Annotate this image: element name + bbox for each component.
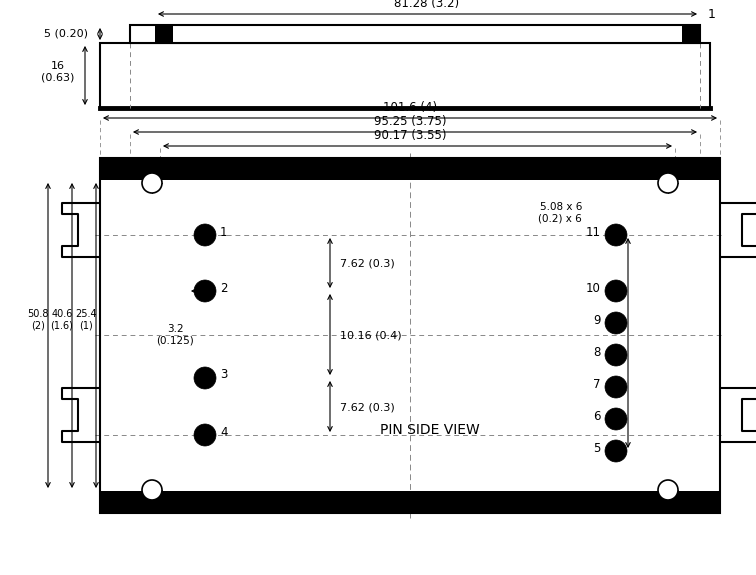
Circle shape [605, 376, 627, 398]
Text: 9: 9 [593, 313, 601, 327]
Text: 3.2
(0.125): 3.2 (0.125) [156, 324, 194, 346]
Bar [100, 158, 720, 513]
Text: 90.17 (3.55): 90.17 (3.55) [373, 129, 446, 142]
Circle shape [194, 367, 216, 389]
Text: screw 2.2 (4x): screw 2.2 (4x) [156, 489, 310, 512]
Text: 1: 1 [220, 225, 228, 239]
Text: 7: 7 [593, 378, 601, 390]
Text: 10: 10 [586, 282, 601, 294]
Bar [100, 43, 710, 108]
Bar [155, 25, 173, 43]
Text: 25.4
(1): 25.4 (1) [75, 309, 97, 331]
Circle shape [605, 408, 627, 430]
Text: 95.25 (3.75): 95.25 (3.75) [373, 115, 446, 128]
Circle shape [658, 173, 678, 193]
Text: 3: 3 [220, 369, 228, 381]
Bar [130, 25, 700, 43]
Text: 5.08 x 6
(0.2) x 6: 5.08 x 6 (0.2) x 6 [538, 202, 582, 224]
Text: 6: 6 [593, 409, 601, 423]
Bar [100, 158, 720, 180]
Circle shape [142, 480, 162, 500]
Circle shape [194, 280, 216, 302]
Text: 10.16 (0.4): 10.16 (0.4) [340, 330, 401, 340]
Text: 50.8
(2): 50.8 (2) [27, 309, 48, 331]
Text: 16
(0.63): 16 (0.63) [42, 61, 75, 83]
Circle shape [194, 424, 216, 446]
Text: 2: 2 [220, 282, 228, 294]
Bar [682, 25, 700, 43]
Text: 8: 8 [593, 346, 601, 358]
Text: 4: 4 [220, 426, 228, 439]
Circle shape [658, 480, 678, 500]
Text: 5: 5 [593, 442, 601, 454]
Text: 101.6 (4): 101.6 (4) [383, 101, 437, 114]
Circle shape [605, 280, 627, 302]
Text: 40.6
(1.6): 40.6 (1.6) [51, 309, 73, 331]
Text: 1: 1 [708, 7, 716, 21]
Text: PIN SIDE VIEW: PIN SIDE VIEW [380, 423, 480, 437]
Circle shape [605, 312, 627, 334]
Circle shape [605, 440, 627, 462]
Text: 81.28 (3.2): 81.28 (3.2) [395, 0, 460, 10]
Circle shape [605, 224, 627, 246]
Text: 11: 11 [586, 225, 601, 239]
Text: 5 (0.20): 5 (0.20) [44, 28, 88, 38]
Text: 7.62 (0.3): 7.62 (0.3) [340, 258, 395, 268]
Circle shape [605, 344, 627, 366]
Bar [100, 158, 720, 513]
Circle shape [194, 224, 216, 246]
Text: 7.62 (0.3): 7.62 (0.3) [340, 402, 395, 412]
Circle shape [142, 173, 162, 193]
Bar [100, 491, 720, 513]
